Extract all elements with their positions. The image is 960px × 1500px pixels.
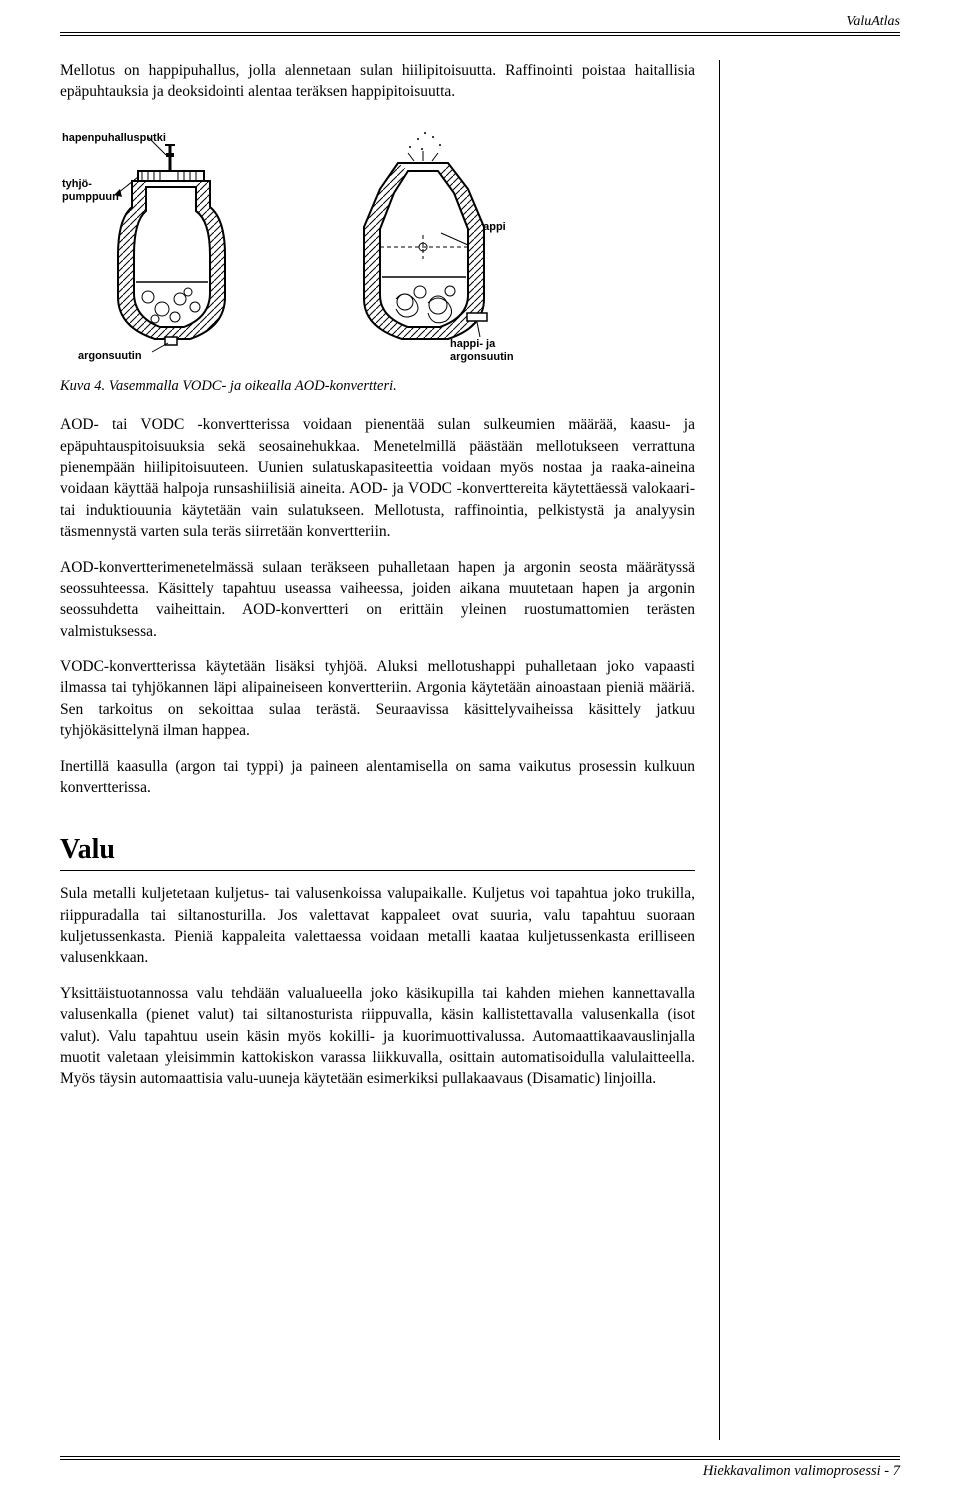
label-hapenpuhallusputki: hapenpuhallusputki — [62, 132, 166, 144]
vodc-converter-diagram: hapenpuhallusputki tyhjö- pumppuun argon… — [60, 127, 280, 367]
valu-para-2: Yksittäistuotannossa valu tehdään valual… — [60, 983, 695, 1090]
aod-converter-diagram: kääntötappi happi- ja argonsuutin — [320, 127, 550, 367]
content-column: Mellotus on happipuhallus, jolla alennet… — [60, 60, 720, 1440]
figure-row: hapenpuhallusputki tyhjö- pumppuun argon… — [60, 127, 695, 367]
figure-caption: Kuva 4. Vasemmalla VODC- ja oikealla AOD… — [60, 377, 695, 397]
intro-paragraph: Mellotus on happipuhallus, jolla alennet… — [60, 60, 695, 103]
header-title: ValuAtlas — [846, 14, 900, 29]
page-footer: Hiekkavalimon valimoprosessi - 7 — [60, 1459, 900, 1480]
label-tyhjopumppuun-1: tyhjö- — [62, 178, 92, 190]
section-heading-valu: Valu — [60, 834, 695, 866]
label-happi-argon-2: argonsuutin — [450, 351, 514, 363]
footer-text: Hiekkavalimon valimoprosessi - 7 — [703, 1463, 900, 1479]
para-3: VODC-konvertterissa käytetään lisäksi ty… — [60, 656, 695, 742]
valu-para-1: Sula metalli kuljetetaan kuljetus- tai v… — [60, 883, 695, 969]
label-happi-argon-1: happi- ja — [450, 338, 496, 350]
para-1: AOD- tai VODC -konvertterissa voidaan pi… — [60, 414, 695, 542]
label-tyhjopumppuun-2: pumppuun — [62, 191, 119, 203]
figure-converters: hapenpuhallusputki tyhjö- pumppuun argon… — [60, 127, 695, 397]
para-2: AOD-konvertterimenetelmässä sulaan teräk… — [60, 557, 695, 643]
label-argonsuutin-left: argonsuutin — [78, 350, 142, 362]
section-rule — [60, 870, 695, 871]
para-4: Inertillä kaasulla (argon tai typpi) ja … — [60, 756, 695, 799]
page-header: ValuAtlas — [60, 14, 900, 36]
